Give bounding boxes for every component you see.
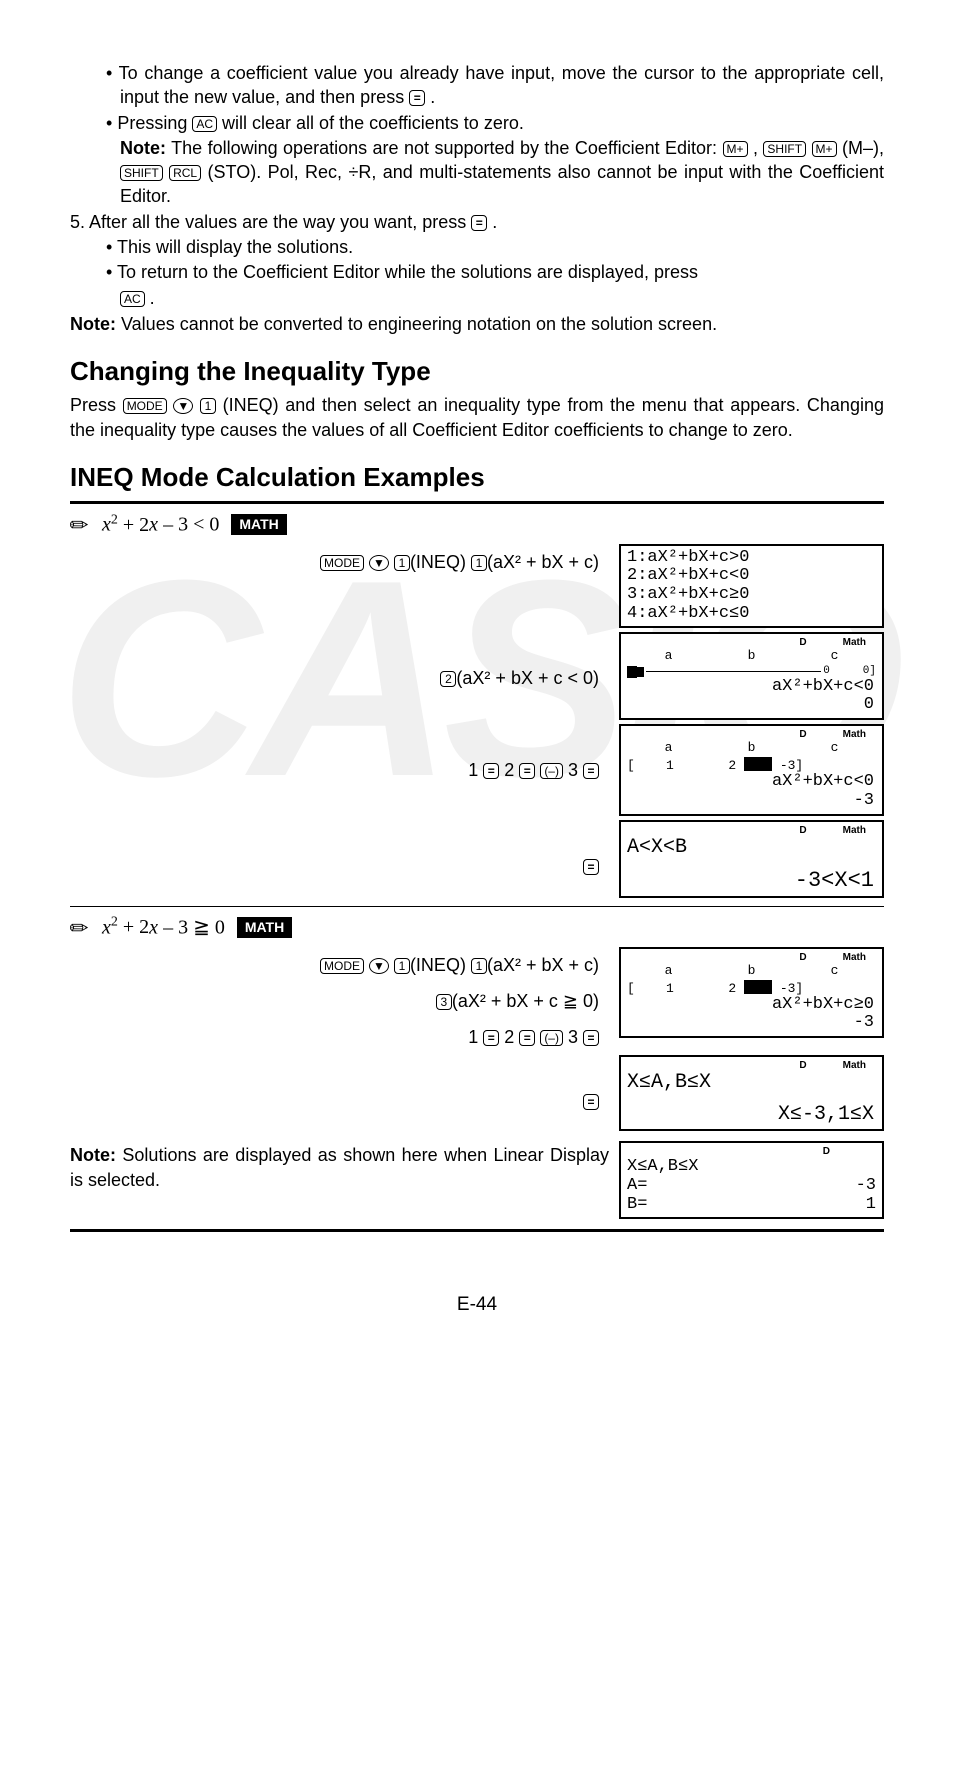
divider <box>70 1229 884 1232</box>
mplus-key: M+ <box>723 141 748 157</box>
mplus-key: M+ <box>812 141 837 157</box>
ex2-step1: MODE ▼ 1(INEQ) 1(aX² + bX + c) <box>70 947 609 983</box>
ex1-screen3: DMath abc [ 1 2 -3] aX²+bX+c<0 -3 <box>619 724 884 816</box>
bullet-change-coeff: To change a coefficient value you alread… <box>70 61 884 110</box>
rcl-key: RCL <box>169 165 201 181</box>
ex1-screen4: DMath A<X<B -3<X<1 <box>619 820 884 898</box>
page-content: To change a coefficient value you alread… <box>70 61 884 1318</box>
ex2-step4: = <box>70 1083 609 1119</box>
ex1-screen1: 1:aX²+bX+c>0 2:aX²+bX+c<0 3:aX²+bX+c≥0 4… <box>619 544 884 629</box>
pencil-icon: ✎ <box>62 910 97 945</box>
bullet-press-ac: Pressing AC will clear all of the coeffi… <box>70 111 884 135</box>
note-coeff-editor: Note: The following operations are not s… <box>70 136 884 209</box>
shift-key: SHIFT <box>763 141 806 157</box>
ex2-screen3: D X≤A,B≤X A=-3 B=1 <box>619 1141 884 1219</box>
ac-key-line: AC . <box>70 286 884 310</box>
one-key: 1 <box>200 398 216 414</box>
ex2-step2: 3(aX² + bX + c ≧ 0) <box>70 983 609 1019</box>
down-key: ▼ <box>173 398 193 414</box>
ex1-screen2: DMath abc 0 0] aX²+bX+c<0 0 <box>619 632 884 719</box>
heading-ineq-examples: INEQ Mode Calculation Examples <box>70 460 884 495</box>
mode-key: MODE <box>123 398 167 414</box>
ex1-step4: = <box>70 848 609 884</box>
divider <box>70 501 884 504</box>
equals-key: = <box>409 90 425 106</box>
ex1-step1: MODE ▼ 1(INEQ) 1(aX² + bX + c) <box>70 544 609 580</box>
pencil-icon: ✎ <box>62 507 97 542</box>
shift-key: SHIFT <box>120 165 163 181</box>
ac-key: AC <box>120 291 145 307</box>
note-linear-display: Note: Solutions are displayed as shown h… <box>70 1143 609 1221</box>
math-badge: MATH <box>237 917 292 938</box>
note-eng-notation: Note: Values cannot be converted to engi… <box>70 312 884 336</box>
step-5: 5. After all the values are the way you … <box>70 210 884 234</box>
bullet-display-solutions: This will display the solutions. <box>70 235 884 259</box>
example-1-problem: ✎ x2 + 2x – 3 < 0 MATH <box>70 510 884 540</box>
divider <box>70 906 884 907</box>
heading-change-inequality: Changing the Inequality Type <box>70 354 884 389</box>
ac-key: AC <box>192 116 217 132</box>
change-inequality-text: Press MODE ▼ 1 (INEQ) and then select an… <box>70 393 884 442</box>
ex2-step3: 1 = 2 = (–) 3 = <box>70 1019 609 1055</box>
page-number: E-44 <box>70 1292 884 1318</box>
ex2-screen1: DMath abc [ 1 2 -3] aX²+bX+c≥0 -3 <box>619 947 884 1039</box>
ex2-screen2: DMath X≤A,B≤X X≤-3,1≤X <box>619 1055 884 1131</box>
ex1-step2: 2(aX² + bX + c < 0) <box>70 660 609 696</box>
example-2-problem: ✎ x2 + 2x – 3 ≧ 0 MATH <box>70 913 884 943</box>
bullet-return-editor: To return to the Coefficient Editor whil… <box>70 260 884 284</box>
math-badge: MATH <box>231 514 286 535</box>
equals-key: = <box>471 215 487 231</box>
ex1-step3: 1 = 2 = (–) 3 = <box>70 752 609 788</box>
